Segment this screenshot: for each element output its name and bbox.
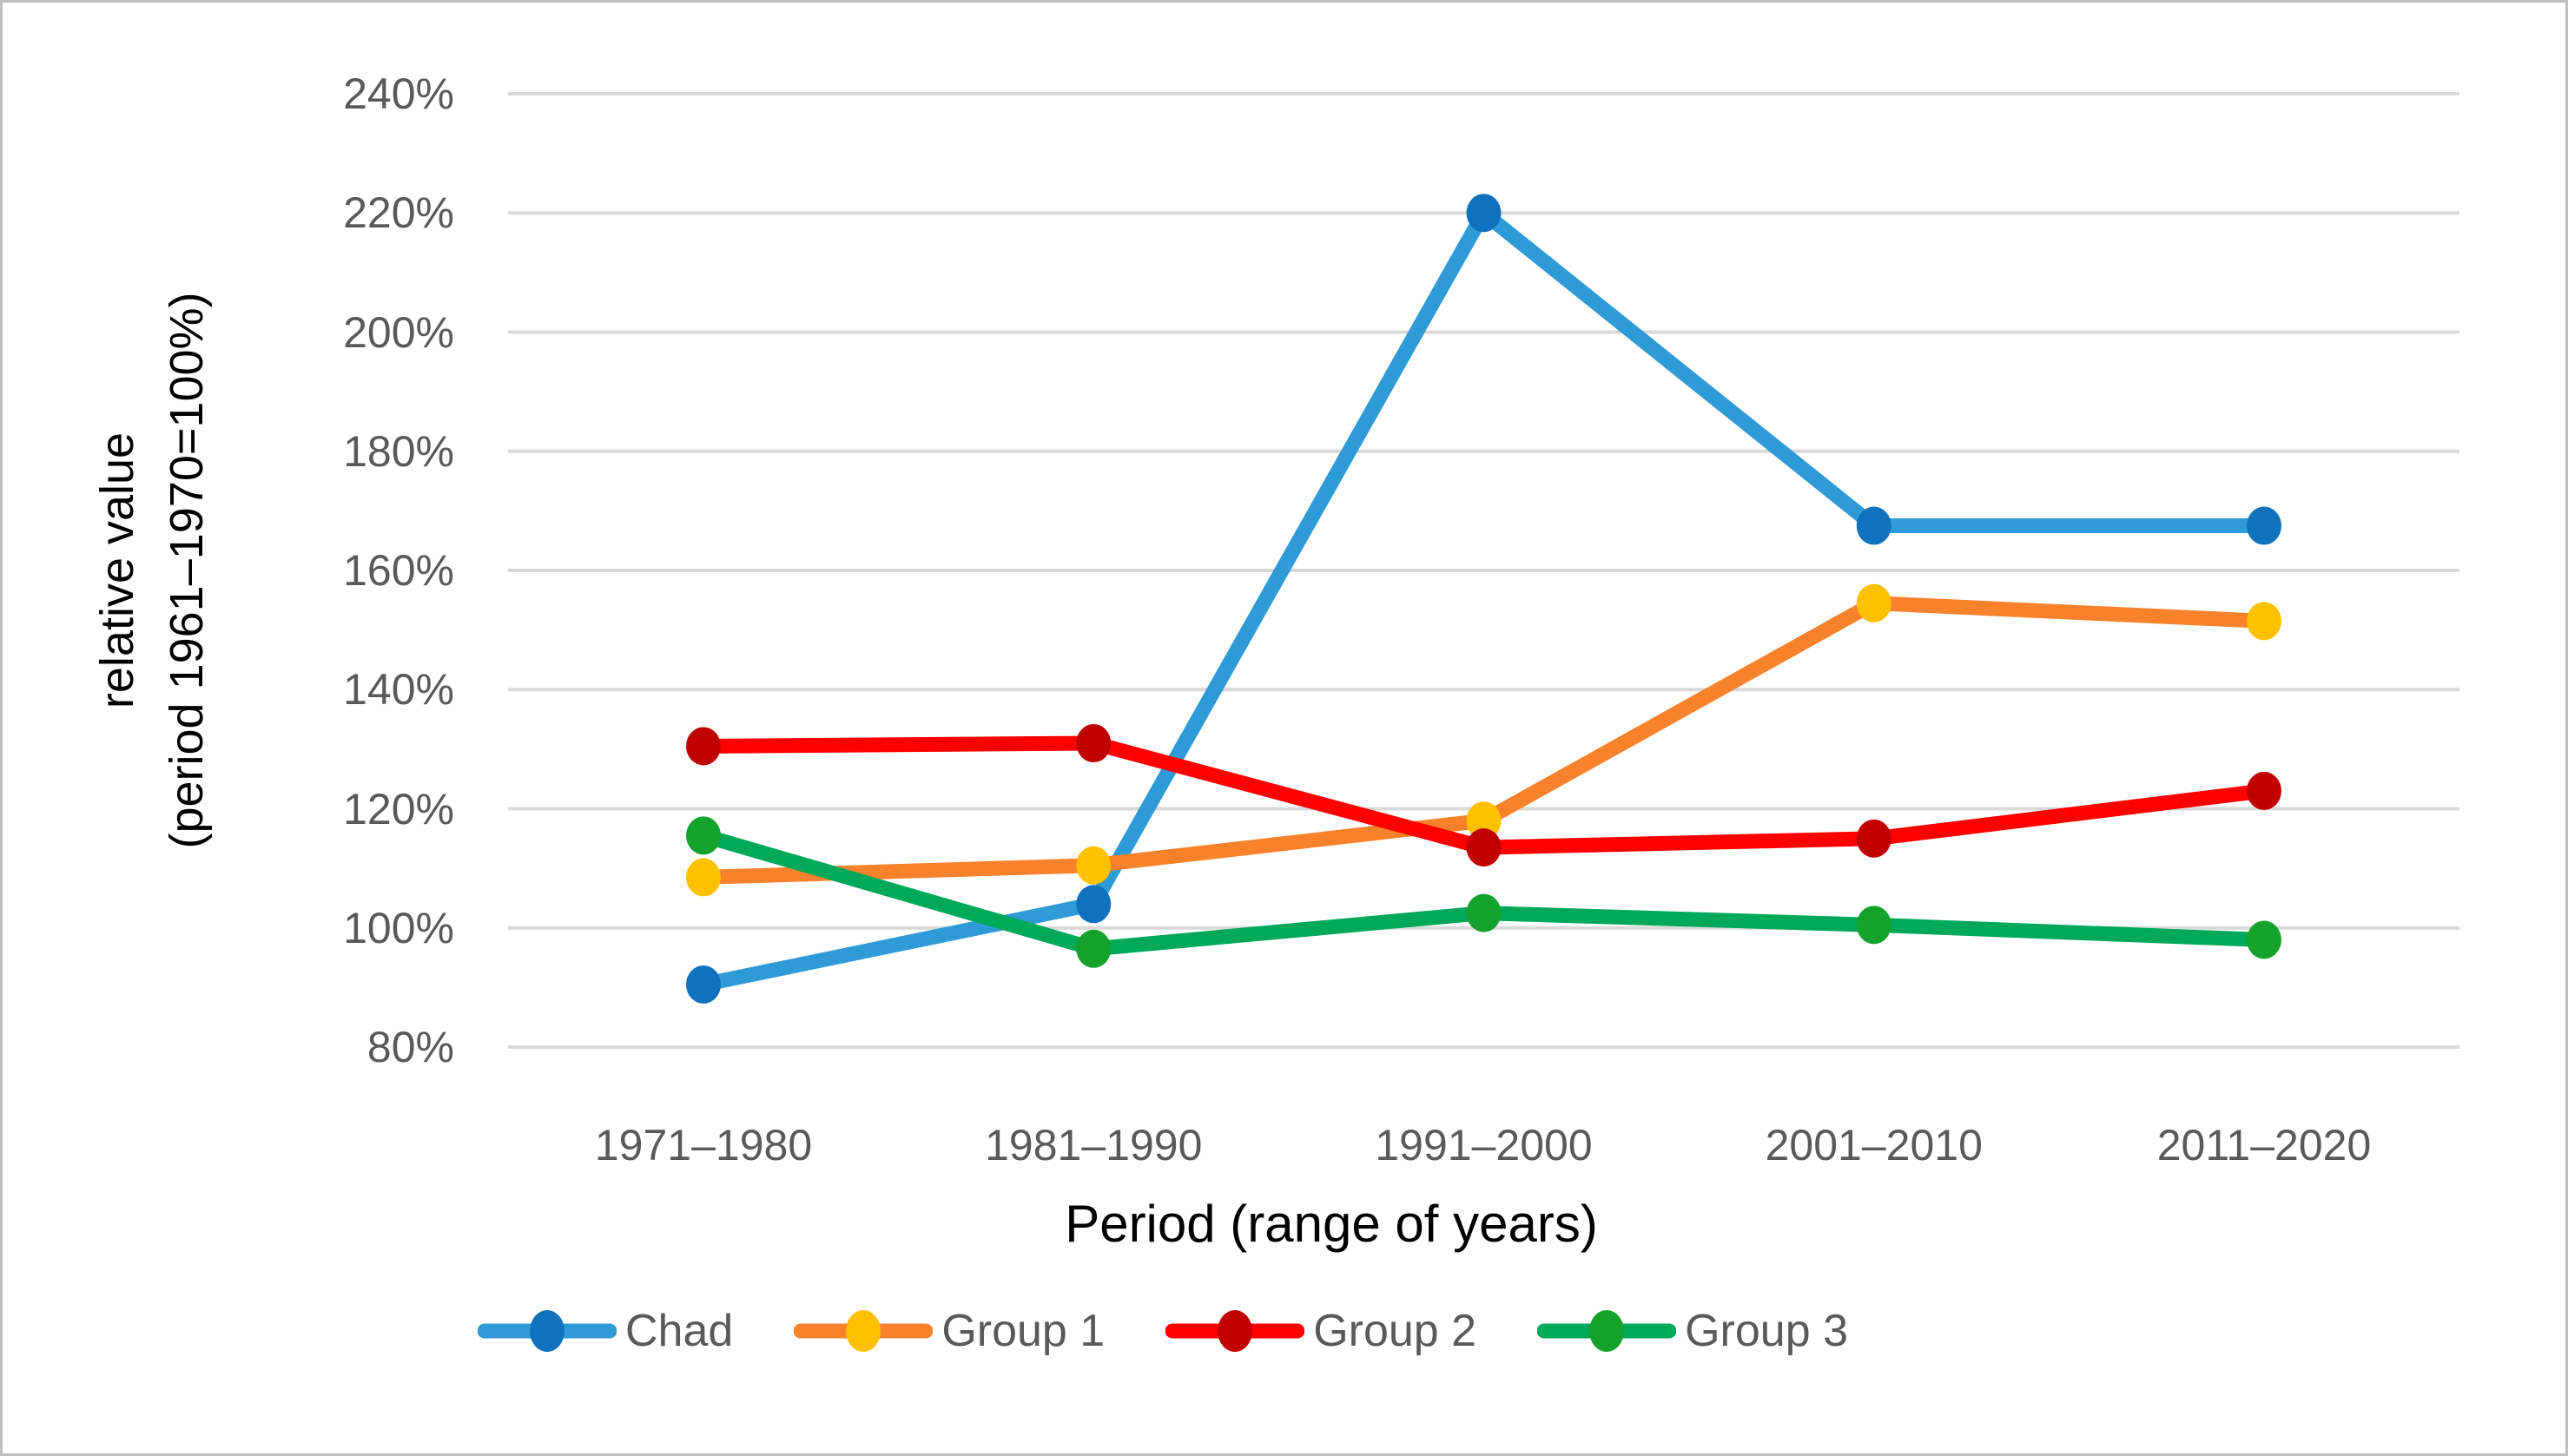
legend-label-group-1: Group 1	[941, 1306, 1106, 1356]
series-chad	[686, 194, 2281, 1004]
marker-group-1-1	[1076, 846, 1112, 885]
legend-swatch-group-1-icon	[794, 1310, 934, 1352]
y-tick-label-160: 160%	[343, 546, 454, 595]
x-tick-label-2: 1991–2000	[1375, 1121, 1593, 1169]
y-tick-label-140: 140%	[343, 665, 454, 715]
y-tick-label-100: 100%	[343, 903, 454, 952]
marker-group-1-0	[686, 858, 721, 897]
series-group-3	[686, 816, 2281, 968]
legend-swatch-group-2-icon	[1165, 1310, 1305, 1352]
marker-group-2-1	[1076, 724, 1112, 763]
legend-item-chad: Chad	[478, 1305, 733, 1357]
x-tick-label-4: 2011–2020	[2156, 1121, 2372, 1169]
marker-chad-2	[1466, 194, 1502, 233]
x-axis-title: Period (range of years)	[1065, 1195, 1598, 1253]
legend-marker-icon	[1218, 1310, 1253, 1352]
plot-area	[508, 92, 2459, 1049]
marker-group-3-3	[1856, 906, 1891, 945]
legend-label-group-2: Group 2	[1313, 1306, 1477, 1356]
legend-swatch-group-3-icon	[1537, 1310, 1677, 1352]
marker-group-2-2	[1466, 828, 1502, 867]
y-tick-label-200: 200%	[343, 307, 454, 357]
legend-marker-icon	[1589, 1310, 1625, 1352]
legend-item-group-2: Group 2	[1165, 1305, 1476, 1357]
y-tick-label-80: 80%	[366, 1023, 454, 1071]
y-axis-title-line2: (period 1961–1970=100%)	[161, 292, 213, 849]
marker-group-1-3	[1856, 583, 1891, 623]
gridlines	[508, 92, 2459, 1049]
series-layer	[686, 194, 2281, 1004]
marker-group-1-4	[2247, 602, 2281, 641]
series-group-2	[686, 724, 2281, 867]
legend-item-group-1: Group 1	[794, 1305, 1105, 1357]
x-tick-label-1: 1981–1990	[985, 1121, 1203, 1169]
marker-group-3-1	[1076, 929, 1112, 968]
y-tick-label-240: 240%	[343, 69, 454, 118]
y-tick-label-180: 180%	[343, 426, 454, 476]
legend-marker-icon	[846, 1310, 881, 1352]
x-tick-label-3: 2001–2010	[1765, 1121, 1983, 1169]
y-axis-title: relative value (period 1961–1970=100%)	[83, 292, 221, 848]
marker-chad-3	[1856, 506, 1891, 545]
marker-group-1-2	[1466, 801, 1502, 840]
series-group-1	[686, 583, 2281, 897]
marker-group-3-0	[686, 816, 721, 855]
legend-label-group-3: Group 3	[1685, 1306, 1848, 1356]
y-axis-title-line1: relative value	[91, 432, 143, 709]
marker-group-2-3	[1856, 819, 1891, 858]
marker-chad-1	[1076, 885, 1112, 924]
legend: Chad Group 1 Group 2 Group 3	[478, 1303, 1848, 1359]
marker-group-3-2	[1466, 893, 1502, 932]
legend-swatch-chad-icon	[478, 1310, 617, 1352]
legend-label-chad: Chad	[625, 1306, 734, 1356]
marker-group-2-4	[2247, 771, 2281, 810]
y-tick-label-120: 120%	[343, 784, 454, 833]
legend-marker-icon	[530, 1310, 564, 1352]
marker-chad-4	[2247, 506, 2281, 545]
marker-chad-0	[686, 965, 721, 1004]
y-tick-label-220: 220%	[343, 188, 454, 238]
x-tick-label-0: 1971–1980	[594, 1121, 813, 1169]
legend-item-group-3: Group 3	[1537, 1305, 1848, 1357]
marker-group-3-4	[2247, 920, 2281, 959]
marker-group-2-0	[686, 727, 721, 766]
